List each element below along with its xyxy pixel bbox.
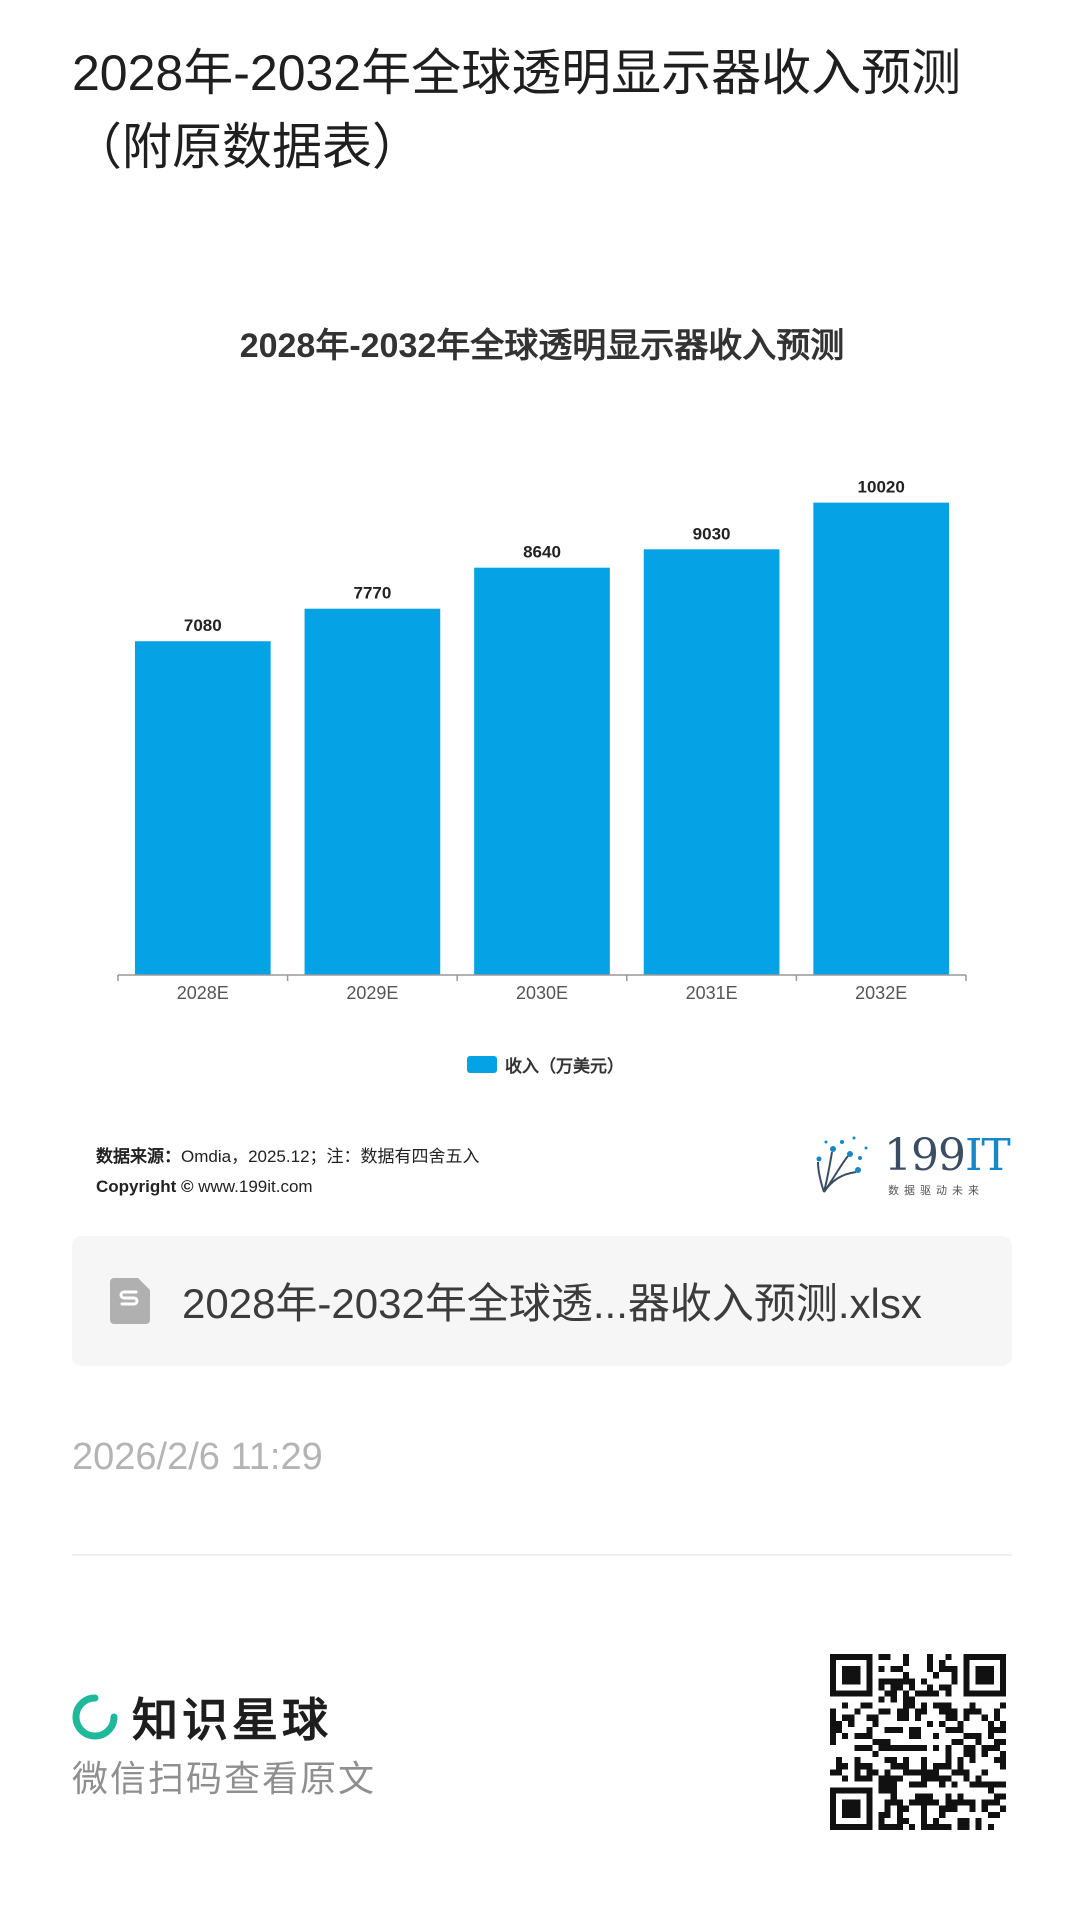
brand-logo: 199IT 数据驱动未来 (812, 1130, 1011, 1200)
x-tick-label-2029E: 2029E (346, 983, 398, 1003)
qr-code[interactable] (830, 1654, 1006, 1830)
value-label-2032E: 10020 (858, 478, 905, 497)
divider (72, 1554, 1012, 1556)
brand-name: 199IT (884, 1130, 1011, 1181)
x-tick-label-2032E: 2032E (855, 983, 907, 1003)
brand-num: 199 (884, 1130, 966, 1181)
bar-2030E (474, 567, 610, 975)
chart-card: 7080 2028E 7770 2029E 8640 2030E 9030 2031E 1002… (72, 290, 1012, 1230)
scan-hint: 微信扫码查看原文 (72, 1758, 377, 1799)
post-timestamp: 2026/2/6 11:29 (72, 1436, 323, 1478)
x-tick-label-2031E: 2031E (686, 983, 738, 1003)
page-title: 2028年-2032年全球透明显示器收入预测（附原数据表） (72, 45, 962, 175)
value-label-2029E: 7770 (353, 584, 391, 603)
spreadsheet-file-icon (110, 1278, 150, 1324)
chart-title: 2028年-2032年全球透明显示器收入预测 (239, 327, 845, 365)
bar-2032E (813, 502, 950, 975)
attachment-file-name[interactable]: 2028年-2032年全球透...器收入预测.xlsx (182, 1280, 922, 1327)
dandelion-logo-icon (816, 1136, 868, 1193)
bar-2028E (134, 641, 271, 975)
planet-logo-icon (72, 1694, 118, 1740)
attachment-card[interactable]: 2028年-2032年全球透...器收入预测.xlsx (72, 1236, 1012, 1366)
chart-legend: 收入（万美元） (467, 1052, 624, 1077)
bar-2029E (304, 608, 441, 975)
source-line: 数据来源：Omdia，2025.12；注：数据有四舍五入 (96, 1142, 480, 1172)
x-tick-label-2028E: 2028E (177, 983, 229, 1003)
value-label-2030E: 8640 (523, 543, 561, 562)
platform-brand: 知识星球 (72, 1684, 332, 1750)
source-text: Omdia，2025.12；注：数据有四舍五入 (181, 1147, 480, 1166)
legend-swatch (467, 1056, 497, 1073)
source-block: 数据来源：Omdia，2025.12；注：数据有四舍五入 Copyright ©… (96, 1142, 480, 1202)
source-label: 数据来源： (96, 1147, 181, 1166)
value-label-2031E: 9030 (693, 524, 731, 543)
x-tick-label-2030E: 2030E (516, 983, 568, 1003)
copyright-line: Copyright © www.199it.com (96, 1172, 480, 1202)
copyright-site: www.199it.com (193, 1177, 313, 1196)
legend-label: 收入（万美元） (505, 1057, 624, 1076)
value-label-2028E: 7080 (184, 616, 222, 635)
bar-2031E (643, 549, 780, 975)
bar-chart: 7080 2028E 7770 2029E 8640 2030E 9030 2031E 1002… (117, 478, 967, 1003)
copyright-label: Copyright © (96, 1177, 194, 1196)
platform-name: 知识星球 (132, 1694, 332, 1746)
brand-it: IT (964, 1130, 1011, 1181)
brand-tagline: 数据驱动未来 (888, 1185, 984, 1197)
